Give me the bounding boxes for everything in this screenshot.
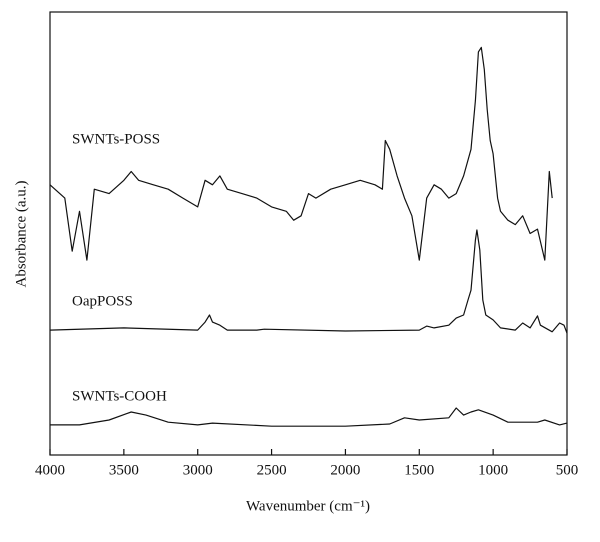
series-label: OapPOSS [72, 293, 133, 309]
plot-frame [49, 11, 568, 456]
series-label: SWNTs-COOH [72, 388, 167, 404]
spectrum-line [49, 46, 553, 261]
x-tick-label: 2500 [257, 462, 287, 478]
x-tick-label: 500 [556, 462, 579, 478]
x-tick-label: 3000 [183, 462, 213, 478]
x-tick-label: 2000 [330, 462, 360, 478]
x-tick-label: 4000 [35, 462, 65, 478]
series-label: SWNTs-POSS [72, 131, 160, 147]
x-axis-label: Wavenumber (cm⁻¹) [246, 498, 370, 514]
spectrum-line [50, 407, 568, 427]
x-tick-label: 1500 [404, 462, 434, 478]
y-axis-label: Absorbance (a.u.) [13, 180, 29, 287]
x-tick-label: 3500 [109, 462, 139, 478]
spectrum-line [49, 229, 568, 334]
x-tick-label: 1000 [478, 462, 508, 478]
